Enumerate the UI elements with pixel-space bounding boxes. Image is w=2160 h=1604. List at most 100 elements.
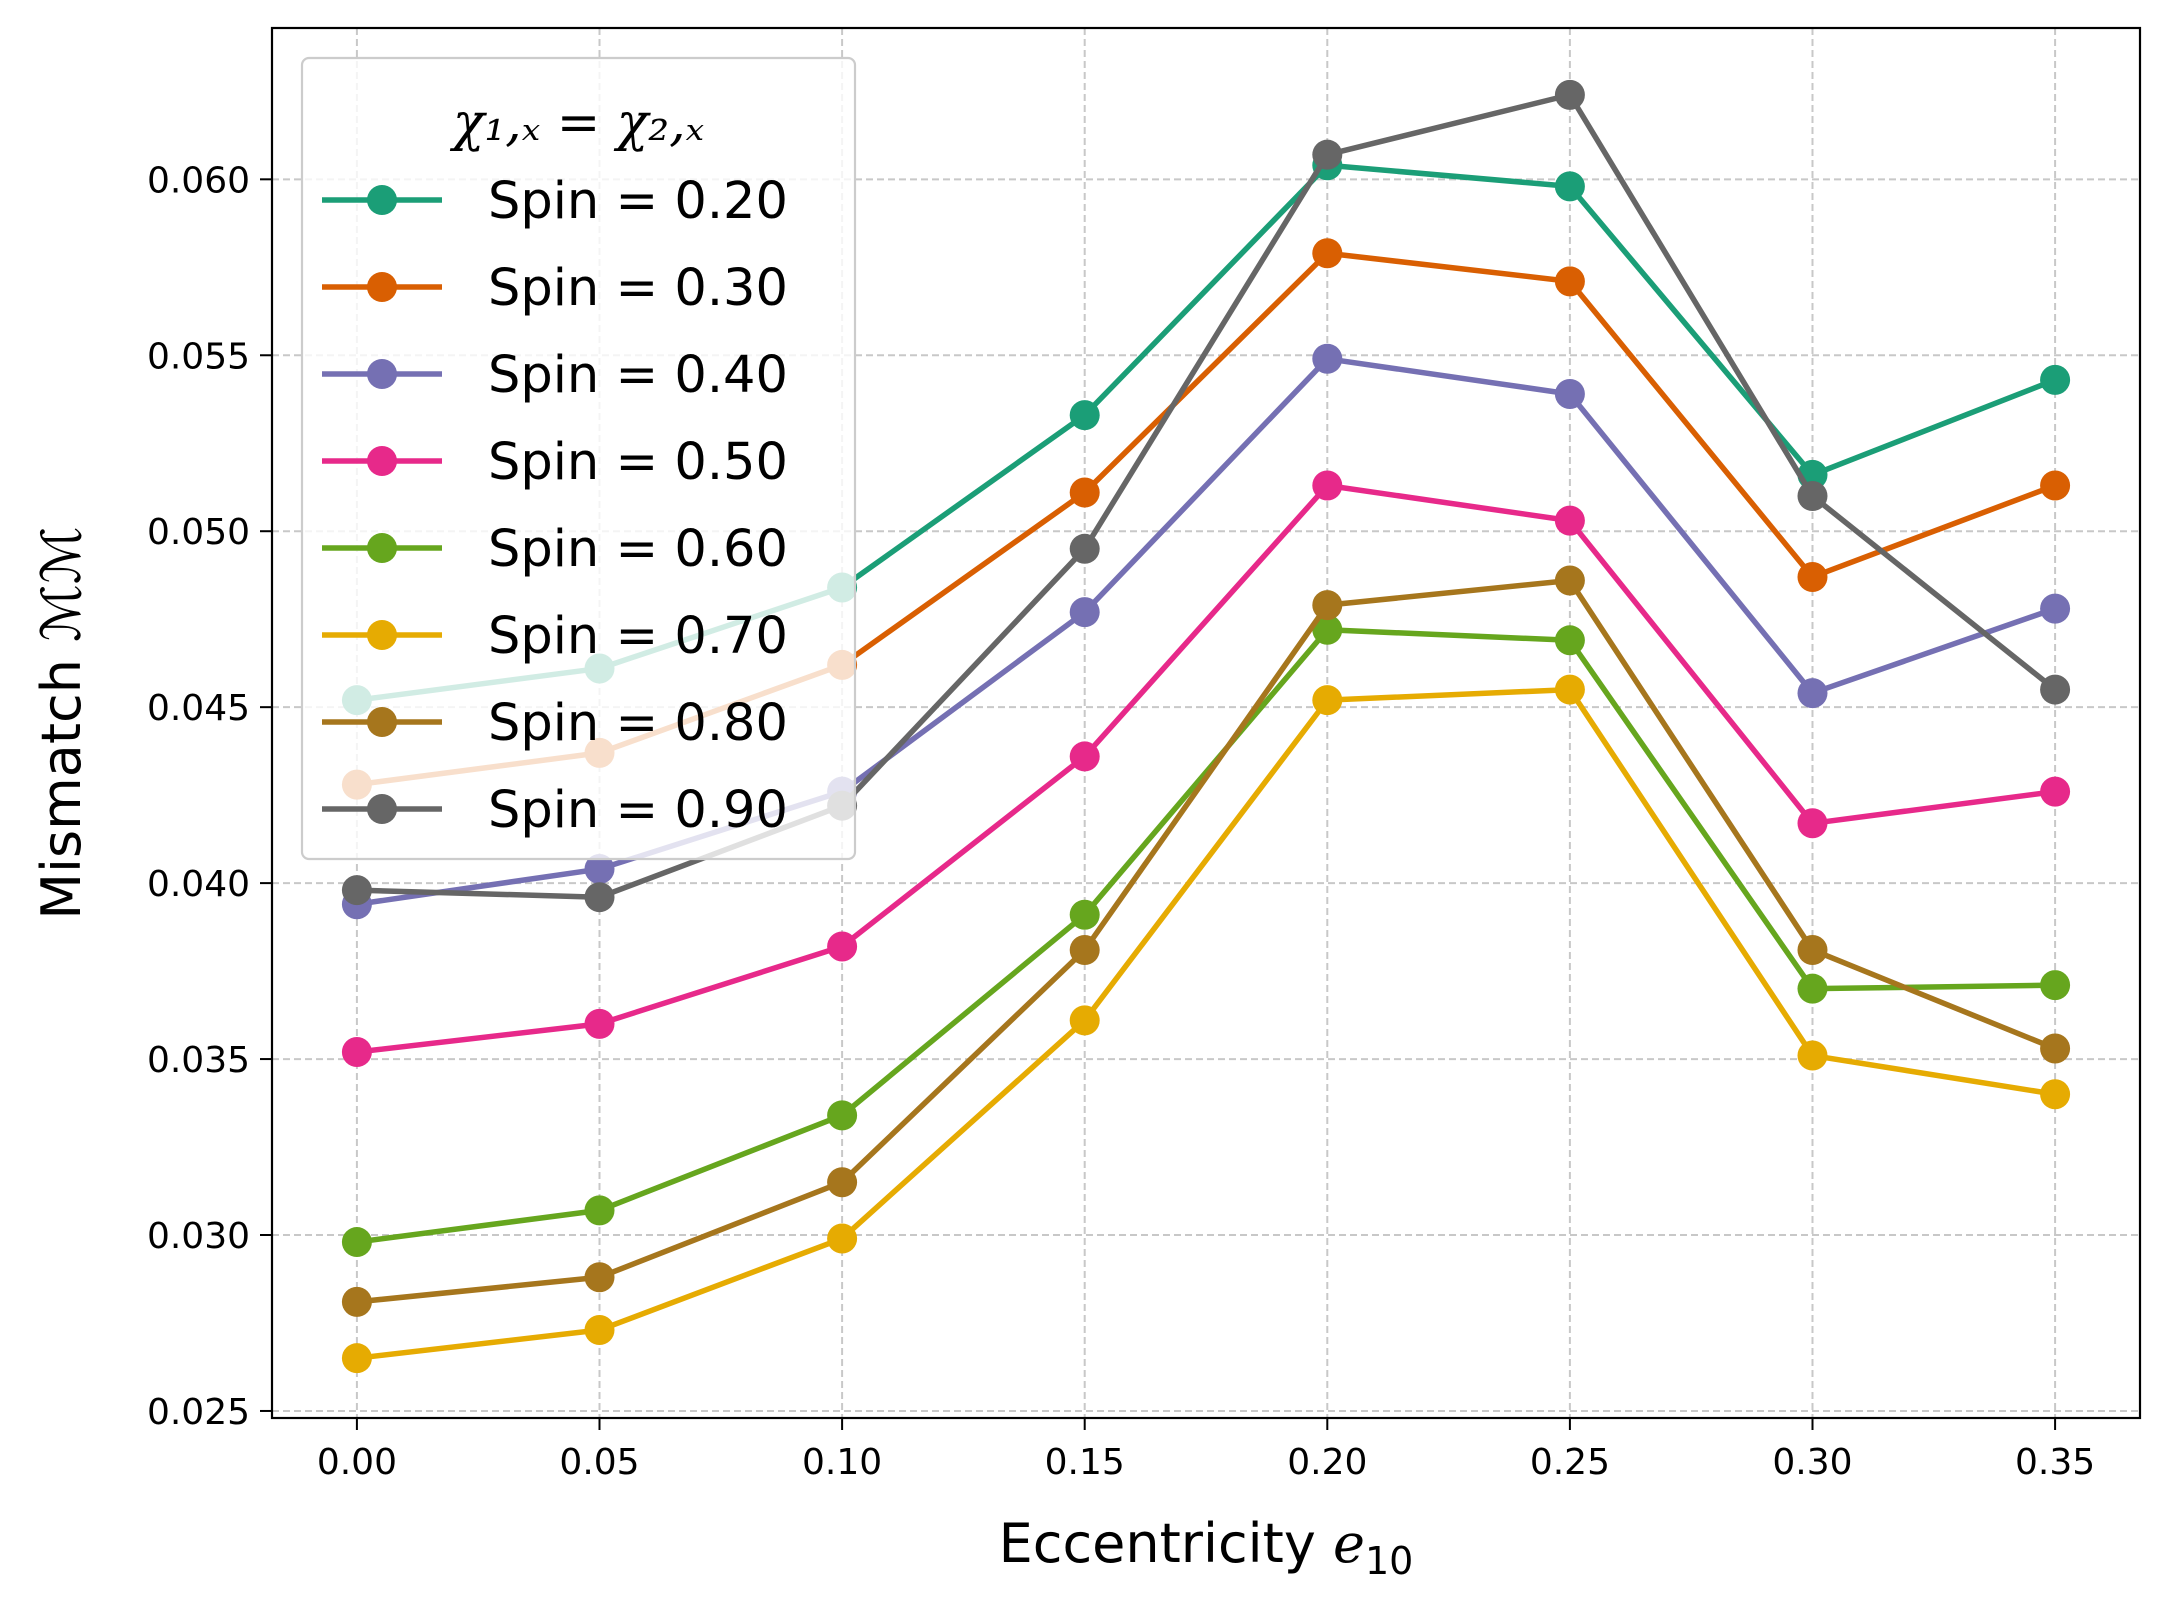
data-point (1069, 477, 1100, 508)
data-point (1797, 808, 1828, 839)
data-point (1797, 934, 1828, 965)
data-point (584, 854, 615, 885)
y-tick-label: 0.030 (147, 1216, 250, 1257)
legend-item: Spin = 0.80 (322, 694, 788, 753)
data-point (1797, 1040, 1828, 1071)
data-point (1312, 470, 1343, 501)
data-point (584, 1262, 615, 1293)
y-tick-label: 0.040 (147, 864, 250, 905)
legend-item: Spin = 0.40 (322, 346, 788, 405)
data-point (341, 1227, 372, 1258)
y-tick-label: 0.055 (147, 336, 250, 377)
data-point (1554, 79, 1585, 110)
legend-swatch-marker (367, 359, 397, 389)
legend-swatch-marker (367, 533, 397, 563)
data-point (1554, 674, 1585, 705)
data-point (1312, 238, 1343, 269)
data-point (1554, 565, 1585, 596)
data-point (2040, 470, 2071, 501)
legend-label: Spin = 0.60 (488, 520, 788, 579)
data-point (2040, 1033, 2071, 1064)
data-point (341, 1286, 372, 1317)
data-point (584, 882, 615, 913)
data-point (2040, 1079, 2071, 1110)
y-tick-label: 0.050 (147, 512, 250, 553)
data-point (1069, 741, 1100, 772)
y-tick-label: 0.060 (147, 160, 250, 201)
series-line (356, 577, 2057, 1305)
legend-item: Spin = 0.60 (322, 520, 788, 579)
x-tick-label: 0.25 (1530, 1442, 1610, 1483)
plot-frame (270, 26, 2142, 1420)
series-group (341, 470, 2071, 1068)
legend-item: Spin = 0.20 (322, 172, 788, 231)
x-tick-label: 0.30 (1772, 1442, 1852, 1483)
legend-label: Spin = 0.20 (488, 172, 788, 231)
data-point (1312, 343, 1343, 374)
data-point (827, 1100, 858, 1131)
data-point (341, 1343, 372, 1374)
series-group (341, 674, 2071, 1374)
data-point (1554, 378, 1585, 409)
data-point (1797, 561, 1828, 592)
data-point (2040, 593, 2071, 624)
legend-item: Spin = 0.30 (322, 259, 788, 318)
x-axis-label-text: Eccentricity (999, 1512, 1333, 1575)
x-tick-label: 0.20 (1287, 1442, 1367, 1483)
data-point (1069, 899, 1100, 930)
legend-label: Spin = 0.70 (488, 607, 788, 666)
x-axis-label-subscript: 10 (1365, 1539, 1413, 1583)
series-line (356, 626, 2056, 1245)
y-tick-label: 0.045 (147, 688, 250, 729)
legend-item: Spin = 0.50 (322, 433, 788, 492)
legend-label: Spin = 0.80 (488, 694, 788, 753)
x-axis-label-symbol: e (1333, 1512, 1365, 1575)
data-point (1797, 973, 1828, 1004)
data-point (1069, 533, 1100, 564)
data-point (1797, 678, 1828, 709)
legend-label: Spin = 0.40 (488, 346, 788, 405)
x-tick-label: 0.05 (559, 1442, 639, 1483)
series-line (356, 686, 2056, 1361)
series-line (356, 92, 2057, 900)
data-point (1797, 481, 1828, 512)
data-point (584, 1315, 615, 1346)
data-point (1069, 597, 1100, 628)
data-point (341, 1037, 372, 1068)
legend-swatch-marker (367, 620, 397, 650)
data-point (584, 1195, 615, 1226)
legend-label: Spin = 0.50 (488, 433, 788, 492)
legend-swatch-marker (367, 794, 397, 824)
data-point (2040, 776, 2071, 807)
data-point (1312, 590, 1343, 621)
data-point (1312, 685, 1343, 716)
legend-swatch-marker (367, 272, 397, 302)
y-axis-label: Mismatch ℳℳ (30, 526, 93, 919)
legend-label: Spin = 0.30 (488, 259, 788, 318)
data-point (584, 1008, 615, 1039)
legend-items: Spin = 0.20 Spin = 0.30 Spin = 0.40 Spin = … (322, 172, 788, 840)
data-point (1312, 139, 1343, 170)
x-tick-label: 0.35 (2015, 1442, 2095, 1483)
data-point (1554, 171, 1585, 202)
axis-ticks: 0.00 0.05 0.10 0.15 0.20 0.25 0.30 0.35 0.025 0.0… (147, 160, 2095, 1483)
data-point (1069, 934, 1100, 965)
series-group (341, 565, 2071, 1317)
y-tick-label: 0.025 (147, 1392, 250, 1433)
y-tick-label: 0.035 (147, 1040, 250, 1081)
legend-item: Spin = 0.90 (322, 781, 788, 840)
legend-item: Spin = 0.70 (322, 607, 788, 666)
x-tick-label: 0.00 (317, 1442, 397, 1483)
data-point (827, 931, 858, 962)
legend-label: Spin = 0.90 (488, 781, 788, 840)
data-point (1069, 400, 1100, 431)
legend-swatch-marker (367, 185, 397, 215)
data-point (827, 1167, 858, 1198)
x-tick-label: 0.15 (1045, 1442, 1125, 1483)
data-point (1554, 266, 1585, 297)
data-point (827, 1223, 858, 1254)
legend-swatch-marker (367, 707, 397, 737)
x-tick-label: 0.10 (802, 1442, 882, 1483)
